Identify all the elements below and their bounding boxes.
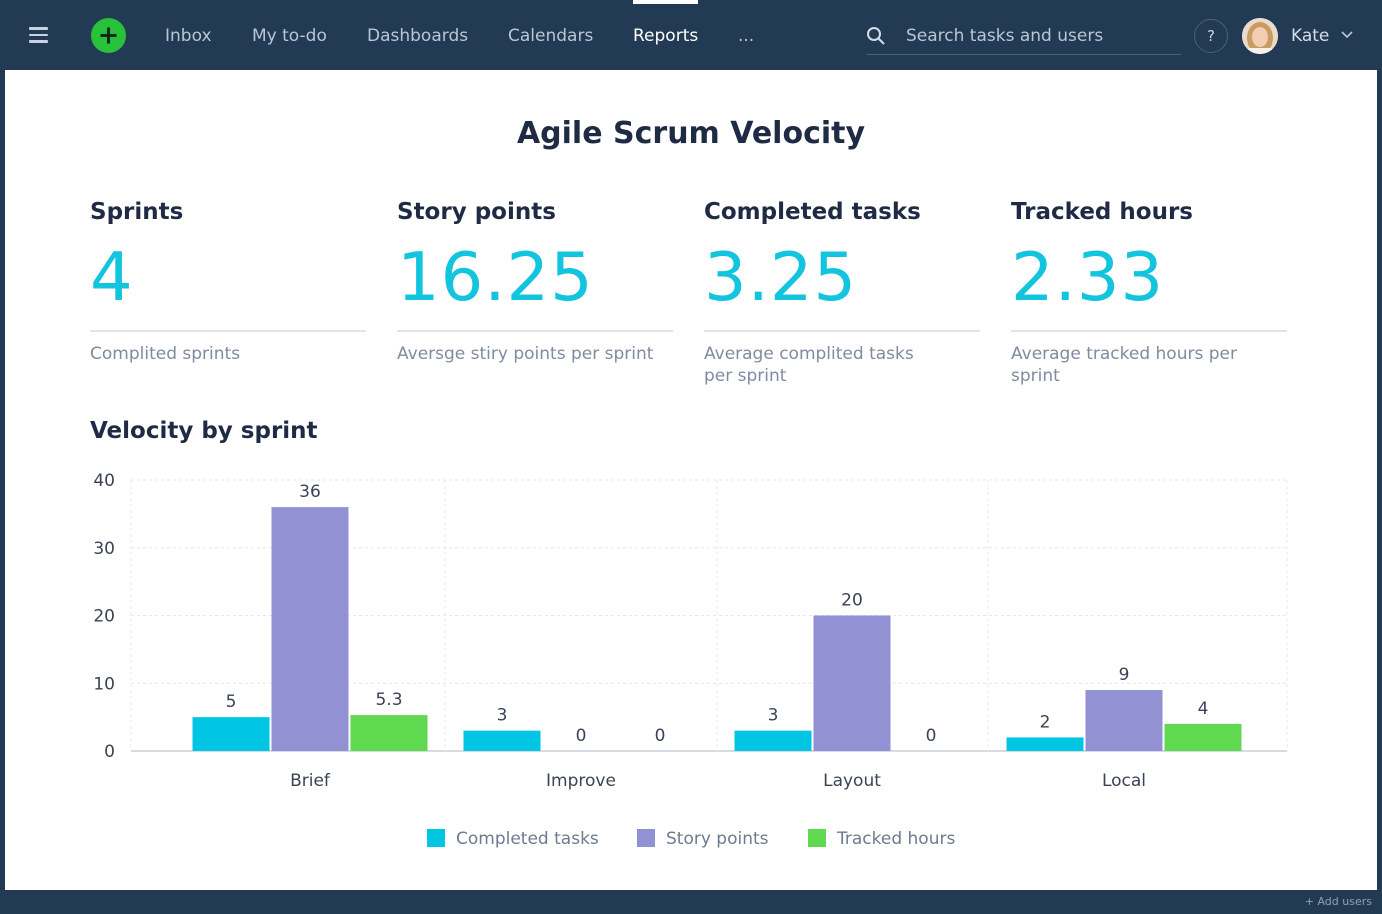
metric-label: Story points: [397, 199, 556, 225]
metric-sprints: Sprints 4 Complited sprints: [90, 197, 366, 365]
metric-story-points: Story points 16.25 Aversge stiry points …: [397, 197, 673, 365]
bar-completed-tasks: [192, 717, 270, 751]
top-nav-bar: Inbox My to-do Dashboards Calendars Repo…: [0, 0, 1382, 70]
data-label: 5: [226, 692, 237, 712]
user-name[interactable]: Kate: [1291, 26, 1330, 46]
metric-value: 16.25: [397, 238, 594, 316]
page-title: Agile Scrum Velocity: [516, 116, 866, 151]
metric-description: Complited sprints: [90, 344, 241, 364]
legend-swatch: [637, 829, 655, 847]
x-tick-label: Local: [1102, 771, 1146, 791]
data-label: 20: [841, 591, 863, 611]
nav-my-todo[interactable]: My to-do: [252, 26, 327, 46]
metric-label: Sprints: [90, 199, 184, 225]
search-input[interactable]: [866, 18, 1181, 55]
metric-divider: [704, 330, 980, 332]
add-users-link[interactable]: + Add users: [1304, 895, 1372, 908]
metric-completed-tasks: Completed tasks 3.25 Average complited t…: [704, 197, 980, 387]
data-label: 3: [768, 706, 779, 726]
y-tick-label: 30: [93, 539, 115, 559]
y-tick-label: 20: [93, 607, 115, 627]
bar-story-points: [813, 615, 891, 751]
data-label: 4: [1198, 699, 1209, 719]
y-tick-label: 40: [93, 471, 115, 491]
metric-value: 3.25: [704, 238, 858, 316]
metric-label: Completed tasks: [704, 199, 921, 225]
x-tick-label: Layout: [823, 771, 881, 791]
avatar[interactable]: [1242, 18, 1278, 54]
metric-tracked-hours: Tracked hours 2.33 Average tracked hours…: [1011, 197, 1287, 387]
metric-divider: [1011, 330, 1287, 332]
bar-completed-tasks: [1006, 737, 1084, 751]
metric-divider: [90, 330, 366, 332]
data-label: 0: [926, 726, 937, 746]
data-label: 3: [497, 706, 508, 726]
nav-dashboards[interactable]: Dashboards: [367, 26, 469, 46]
user-photo-icon: [1242, 18, 1278, 54]
bar-story-points: [1085, 690, 1163, 751]
metric-value: 2.33: [1011, 238, 1165, 316]
data-label: 36: [299, 482, 321, 502]
data-label: 0: [576, 726, 587, 746]
bar-tracked-hours: [350, 715, 428, 751]
y-tick-label: 10: [93, 674, 115, 694]
active-tab-indicator: [633, 0, 698, 4]
menu-icon[interactable]: [29, 27, 48, 43]
bar-story-points: [271, 507, 349, 751]
metric-divider: [397, 330, 673, 332]
metric-description: Average tracked hours per sprint: [1011, 344, 1237, 386]
search-icon: [867, 27, 885, 45]
legend-swatch: [808, 829, 826, 847]
bar-tracked-hours: [1164, 723, 1242, 751]
legend-label: Completed tasks: [456, 829, 599, 849]
data-label: 9: [1119, 665, 1130, 685]
legend-swatch: [427, 829, 445, 847]
metric-description: Aversge stiry points per sprint: [397, 344, 654, 364]
metric-value: 4: [90, 238, 134, 316]
metric-description: Average complited tasks per sprint: [704, 344, 914, 386]
chevron-down-icon[interactable]: [1341, 31, 1353, 39]
nav-inbox[interactable]: Inbox: [165, 26, 212, 46]
help-button[interactable]: ?: [1194, 19, 1228, 53]
nav-more[interactable]: ...: [738, 26, 755, 46]
bar-completed-tasks: [463, 730, 541, 751]
metric-label: Tracked hours: [1011, 199, 1193, 225]
legend-label: Tracked hours: [836, 829, 955, 849]
y-tick-label: 0: [104, 742, 115, 762]
section-title: Velocity by sprint: [90, 418, 318, 444]
data-label: 2: [1040, 712, 1051, 732]
data-label: 0: [655, 726, 666, 746]
create-button[interactable]: [91, 18, 126, 53]
x-tick-label: Brief: [290, 771, 331, 791]
nav-calendars[interactable]: Calendars: [508, 26, 594, 46]
legend-label: Story points: [666, 829, 769, 849]
x-tick-label: Improve: [546, 771, 616, 791]
nav-reports[interactable]: Reports: [633, 26, 699, 46]
bar-completed-tasks: [734, 730, 812, 751]
data-label: 5.3: [375, 690, 402, 710]
plus-icon: [100, 27, 117, 44]
